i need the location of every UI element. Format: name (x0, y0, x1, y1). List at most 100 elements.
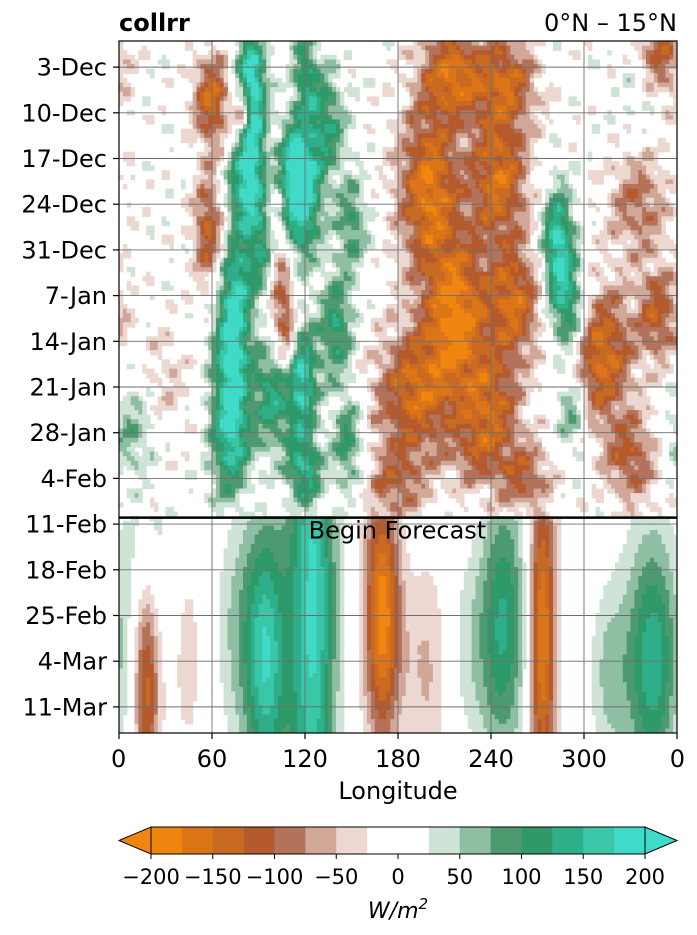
heatmap-cell (324, 160, 329, 167)
heatmap-cell (235, 59, 240, 65)
heatmap-cell (359, 243, 364, 250)
heatmap-cell (305, 68, 310, 74)
heatmap-cell (316, 234, 322, 240)
heatmap-cell (398, 188, 403, 194)
heatmap-cell (456, 267, 461, 273)
heatmap-cell (522, 137, 527, 144)
heatmap-cell (122, 253, 128, 259)
heatmap-cell (297, 220, 302, 227)
heatmap-cell (553, 96, 558, 102)
heatmap-cell (239, 179, 244, 185)
heatmap-cell (200, 165, 205, 171)
heatmap-cell (266, 188, 271, 194)
heatmap-cell (467, 124, 473, 130)
heatmap-cell (549, 188, 554, 194)
heatmap-cell (266, 271, 271, 277)
heatmap-cell (553, 41, 558, 47)
heatmap-cell (646, 211, 651, 217)
heatmap-cell (673, 45, 677, 51)
heatmap-cell (184, 41, 190, 47)
heatmap-cell (386, 239, 391, 245)
heatmap-cell (196, 239, 201, 245)
heatmap-cell (227, 234, 232, 240)
heatmap-cell (553, 243, 558, 250)
heatmap-cell (421, 91, 426, 97)
heatmap-cell (289, 160, 294, 167)
heatmap-cell (642, 45, 647, 51)
heatmap-cell (363, 239, 368, 245)
heatmap-cell (289, 77, 294, 84)
heatmap-cell (161, 174, 167, 180)
heatmap-cell (339, 271, 345, 277)
heatmap-cell (483, 96, 488, 102)
heatmap-cell (553, 207, 558, 213)
heatmap-cell (254, 165, 260, 171)
heatmap-cell (525, 105, 531, 111)
heatmap-cell (347, 147, 353, 153)
heatmap-cell (270, 243, 275, 250)
heatmap-cell (413, 124, 418, 130)
heatmap-cell (386, 225, 391, 231)
heatmap-cell (417, 82, 422, 88)
heatmap-cell (564, 184, 570, 190)
heatmap-cell (537, 59, 542, 65)
heatmap-cell (580, 230, 585, 236)
heatmap-cell (487, 165, 492, 171)
heatmap-cell (417, 207, 422, 213)
heatmap-cell (448, 239, 453, 245)
heatmap-cell (541, 220, 546, 227)
heatmap-cell (649, 174, 655, 180)
heatmap-cell (467, 137, 473, 144)
heatmap-cell (572, 271, 577, 277)
heatmap-cell (556, 267, 562, 273)
heatmap-cell (653, 45, 659, 51)
heatmap-cell (533, 73, 539, 79)
heatmap-cell (448, 114, 453, 121)
heatmap-cell (498, 151, 504, 157)
heatmap-cell (498, 179, 504, 185)
heatmap-cell (188, 257, 194, 264)
heatmap-cell (398, 207, 403, 213)
heatmap-cell (339, 137, 345, 144)
heatmap-cell (452, 197, 457, 204)
heatmap-cell (401, 142, 407, 148)
heatmap-cell (401, 133, 407, 139)
heatmap-cell (646, 50, 651, 56)
heatmap-cell (212, 73, 217, 79)
heatmap-cell (626, 105, 632, 111)
heatmap-cell (626, 160, 632, 167)
heatmap-cell (227, 128, 232, 134)
heatmap-cell (122, 243, 128, 250)
heatmap-cell (537, 105, 542, 111)
heatmap-cell (246, 230, 252, 236)
heatmap-cell (285, 230, 291, 236)
heatmap-cell (622, 54, 628, 61)
heatmap-cell (324, 179, 329, 185)
heatmap-cell (665, 174, 670, 180)
heatmap-cell (460, 96, 465, 102)
heatmap-cell (673, 77, 677, 84)
heatmap-cell (417, 137, 422, 144)
heatmap-cell (444, 211, 449, 217)
heatmap-cell (312, 248, 318, 254)
heatmap-cell (487, 248, 492, 254)
heatmap-cell (498, 87, 504, 93)
heatmap-cell (336, 91, 341, 97)
heatmap-cell (653, 202, 659, 208)
heatmap-cell (328, 170, 333, 176)
heatmap-cell (572, 257, 577, 264)
heatmap-cell (537, 262, 542, 268)
heatmap-cell (661, 41, 666, 47)
heatmap-cell (572, 96, 577, 102)
heatmap-cell (401, 151, 407, 157)
heatmap-cell (312, 243, 318, 250)
heatmap-cell (444, 87, 449, 93)
heatmap-cell (483, 45, 488, 51)
heatmap-cell (564, 207, 570, 213)
heatmap-cell (471, 160, 477, 167)
heatmap-cell (343, 253, 349, 259)
heatmap-cell (351, 225, 356, 231)
heatmap-cell (429, 151, 434, 157)
heatmap-cell (456, 262, 461, 268)
heatmap-cell (243, 267, 248, 273)
